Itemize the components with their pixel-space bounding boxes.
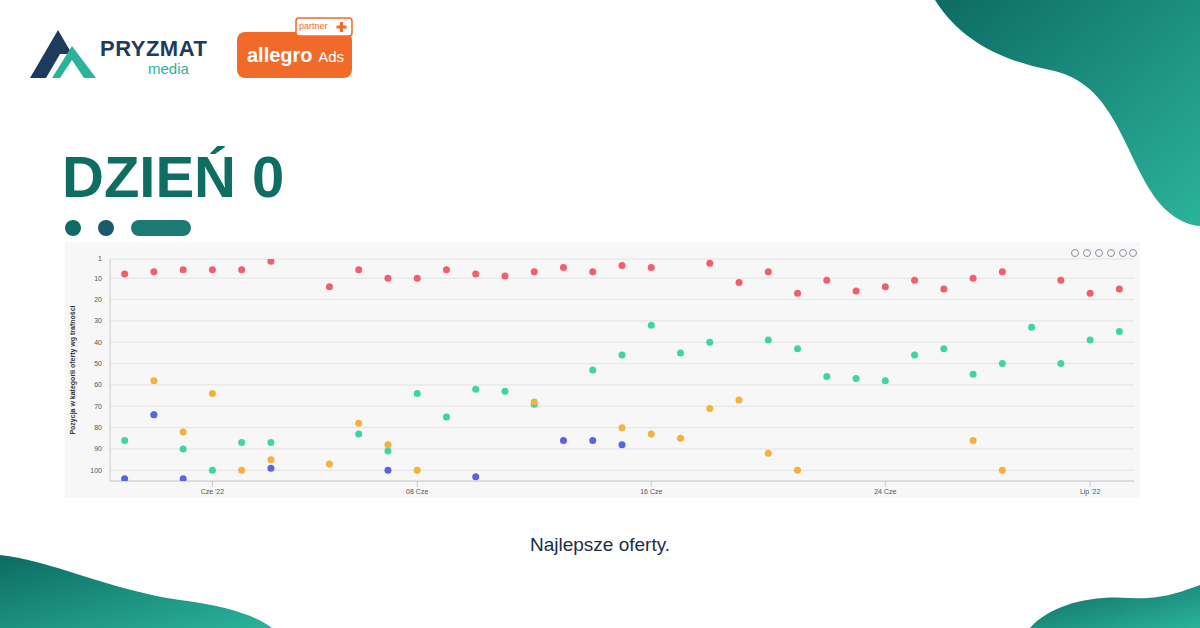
svg-text:Cze '22: Cze '22 <box>201 488 225 495</box>
svg-text:24 Cze: 24 Cze <box>874 488 896 495</box>
svg-text:90: 90 <box>94 445 102 452</box>
svg-text:100: 100 <box>90 467 102 474</box>
svg-text:1: 1 <box>98 255 102 262</box>
svg-text:Lip '22: Lip '22 <box>1080 488 1101 496</box>
html-text:PRYZMAT: PRYZMAT <box>100 36 208 61</box>
svg-text:40: 40 <box>94 339 102 346</box>
html-text:allegro Ads: allegro Ads <box>247 44 344 66</box>
svg-text:Pozycja w kategorii oferty wg: Pozycja w kategorii oferty wg trafności <box>69 305 77 434</box>
html-text:Najlepsze oferty.: Najlepsze oferty. <box>529 534 670 555</box>
svg-text:60: 60 <box>94 381 102 388</box>
html-text:media: media <box>148 60 189 77</box>
svg-text:16 Cze: 16 Cze <box>640 488 662 495</box>
html-text:partner: partner <box>299 21 328 31</box>
svg-text:10: 10 <box>94 275 102 282</box>
svg-text:30: 30 <box>94 317 102 324</box>
svg-text:20: 20 <box>94 296 102 303</box>
html-text:DZIEŃ 0: DZIEŃ 0 <box>62 144 285 209</box>
svg-text:70: 70 <box>94 403 102 410</box>
svg-text:50: 50 <box>94 360 102 367</box>
svg-text:08 Cze: 08 Cze <box>406 488 428 495</box>
svg-text:80: 80 <box>94 424 102 431</box>
